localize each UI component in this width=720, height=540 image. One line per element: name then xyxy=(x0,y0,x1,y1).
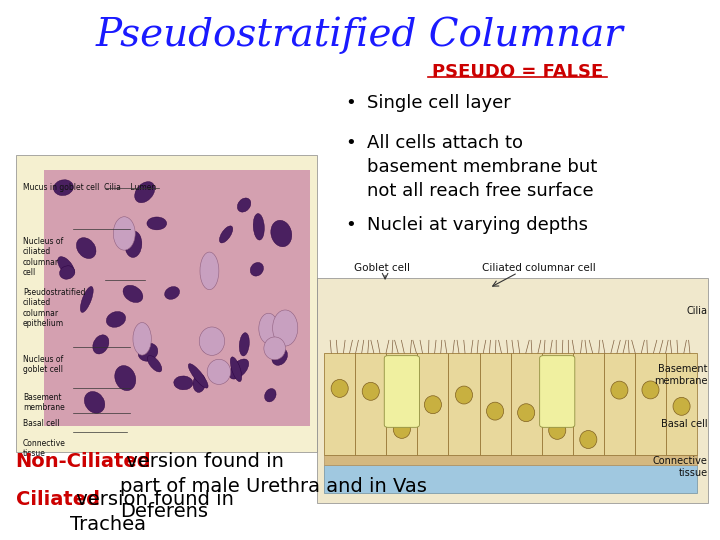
FancyBboxPatch shape xyxy=(384,356,420,427)
Ellipse shape xyxy=(148,355,162,372)
Text: Pseudostratified Columnar: Pseudostratified Columnar xyxy=(96,17,624,54)
Ellipse shape xyxy=(174,376,193,390)
Text: Cilia: Cilia xyxy=(687,306,708,316)
Ellipse shape xyxy=(272,348,287,366)
Ellipse shape xyxy=(193,374,205,393)
Bar xyxy=(324,353,355,455)
FancyBboxPatch shape xyxy=(324,353,697,455)
Text: •: • xyxy=(346,93,356,112)
Ellipse shape xyxy=(81,286,93,313)
Bar xyxy=(604,353,635,455)
Text: •: • xyxy=(346,217,356,234)
Text: Mucus in goblet cell  Cilia    Lumen: Mucus in goblet cell Cilia Lumen xyxy=(23,183,156,192)
Ellipse shape xyxy=(331,380,348,397)
Ellipse shape xyxy=(123,285,143,302)
Bar xyxy=(449,353,480,455)
Ellipse shape xyxy=(264,337,285,360)
Ellipse shape xyxy=(487,402,503,420)
Ellipse shape xyxy=(138,343,158,361)
Bar xyxy=(510,353,541,455)
FancyBboxPatch shape xyxy=(45,170,310,426)
Ellipse shape xyxy=(456,386,472,404)
Ellipse shape xyxy=(147,217,166,230)
Bar xyxy=(573,353,604,455)
Ellipse shape xyxy=(239,333,249,356)
Ellipse shape xyxy=(273,310,298,346)
Ellipse shape xyxy=(165,287,179,299)
Text: Basal cell: Basal cell xyxy=(661,418,708,429)
Ellipse shape xyxy=(189,364,208,388)
Ellipse shape xyxy=(199,327,225,355)
Text: All cells attach to
basement membrane but
not all reach free surface: All cells attach to basement membrane bu… xyxy=(367,134,598,200)
Ellipse shape xyxy=(518,404,535,422)
Ellipse shape xyxy=(113,217,135,250)
Text: Ciliated columnar cell: Ciliated columnar cell xyxy=(482,263,595,273)
Ellipse shape xyxy=(642,381,659,399)
Text: Ciliated: Ciliated xyxy=(16,490,100,509)
Text: Nucleus of
goblet cell: Nucleus of goblet cell xyxy=(23,355,63,374)
Text: Basement
membrane: Basement membrane xyxy=(654,364,708,386)
Ellipse shape xyxy=(393,421,410,438)
Ellipse shape xyxy=(135,181,155,202)
Ellipse shape xyxy=(673,397,690,415)
Ellipse shape xyxy=(258,313,279,344)
Text: version found in
Trachea: version found in Trachea xyxy=(70,490,233,534)
Ellipse shape xyxy=(125,231,142,258)
Ellipse shape xyxy=(229,359,248,379)
Ellipse shape xyxy=(93,335,109,354)
Bar xyxy=(387,353,418,455)
Text: Goblet cell: Goblet cell xyxy=(354,263,410,273)
Text: Nuclei at varying depths: Nuclei at varying depths xyxy=(367,217,588,234)
Ellipse shape xyxy=(271,220,292,247)
Ellipse shape xyxy=(230,357,242,382)
Text: PSEUDO = FALSE: PSEUDO = FALSE xyxy=(432,63,603,81)
Ellipse shape xyxy=(238,198,251,212)
Ellipse shape xyxy=(362,382,379,400)
Ellipse shape xyxy=(424,396,441,414)
Ellipse shape xyxy=(60,266,75,279)
Text: Connective
tissue: Connective tissue xyxy=(23,439,66,458)
FancyBboxPatch shape xyxy=(540,356,575,427)
Text: Connective
tissue: Connective tissue xyxy=(653,456,708,478)
Ellipse shape xyxy=(84,392,105,413)
Ellipse shape xyxy=(253,213,264,240)
Bar xyxy=(355,353,387,455)
Text: Non-Ciliated: Non-Ciliated xyxy=(16,452,151,471)
FancyBboxPatch shape xyxy=(16,155,317,452)
Ellipse shape xyxy=(53,180,73,195)
Ellipse shape xyxy=(265,389,276,402)
Ellipse shape xyxy=(251,262,264,276)
FancyBboxPatch shape xyxy=(317,278,708,503)
Text: •: • xyxy=(346,134,356,152)
Text: Basal cell: Basal cell xyxy=(23,418,60,428)
Ellipse shape xyxy=(220,226,233,243)
Bar xyxy=(480,353,510,455)
Bar xyxy=(418,353,449,455)
Ellipse shape xyxy=(207,359,230,384)
Ellipse shape xyxy=(202,333,220,353)
FancyBboxPatch shape xyxy=(324,465,697,493)
Ellipse shape xyxy=(107,312,125,327)
Ellipse shape xyxy=(76,238,96,259)
Text: Single cell layer: Single cell layer xyxy=(367,93,511,112)
Ellipse shape xyxy=(58,256,74,276)
FancyBboxPatch shape xyxy=(324,455,697,465)
Bar xyxy=(541,353,573,455)
Bar xyxy=(666,353,697,455)
Ellipse shape xyxy=(580,430,597,449)
Text: Pseudostratified
ciliated
columnar
epithelium: Pseudostratified ciliated columnar epith… xyxy=(23,288,86,328)
Ellipse shape xyxy=(133,322,151,355)
Ellipse shape xyxy=(611,381,628,399)
Ellipse shape xyxy=(114,366,136,390)
Ellipse shape xyxy=(200,252,219,289)
Text: Nucleus of
ciliated
columnar
cell: Nucleus of ciliated columnar cell xyxy=(23,237,63,277)
Bar xyxy=(635,353,666,455)
Text: Basement
membrane: Basement membrane xyxy=(23,393,65,413)
Text: version found in
part of male Urethra and in Vas
Deferens: version found in part of male Urethra an… xyxy=(120,452,427,521)
Ellipse shape xyxy=(549,421,566,440)
